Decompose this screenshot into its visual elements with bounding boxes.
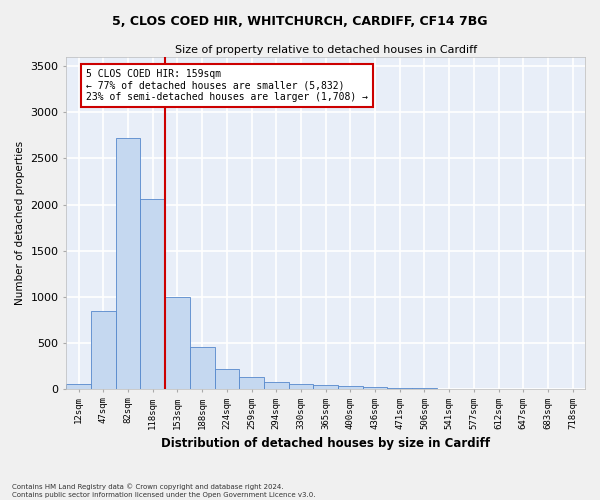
X-axis label: Distribution of detached houses by size in Cardiff: Distribution of detached houses by size … — [161, 437, 490, 450]
Y-axis label: Number of detached properties: Number of detached properties — [15, 141, 25, 305]
Bar — [239, 377, 264, 389]
Bar — [91, 312, 116, 389]
Bar — [338, 386, 363, 389]
Bar — [264, 382, 289, 389]
Bar — [165, 296, 190, 389]
Bar — [140, 199, 165, 389]
Text: Contains HM Land Registry data © Crown copyright and database right 2024.
Contai: Contains HM Land Registry data © Crown c… — [12, 484, 316, 498]
Bar — [289, 384, 313, 389]
Bar — [363, 387, 388, 389]
Bar — [388, 388, 412, 389]
Title: Size of property relative to detached houses in Cardiff: Size of property relative to detached ho… — [175, 45, 477, 55]
Bar — [190, 348, 215, 389]
Text: 5, CLOS COED HIR, WHITCHURCH, CARDIFF, CF14 7BG: 5, CLOS COED HIR, WHITCHURCH, CARDIFF, C… — [112, 15, 488, 28]
Bar — [116, 138, 140, 389]
Bar — [215, 370, 239, 389]
Bar — [67, 384, 91, 389]
Text: 5 CLOS COED HIR: 159sqm
← 77% of detached houses are smaller (5,832)
23% of semi: 5 CLOS COED HIR: 159sqm ← 77% of detache… — [86, 69, 368, 102]
Bar — [313, 385, 338, 389]
